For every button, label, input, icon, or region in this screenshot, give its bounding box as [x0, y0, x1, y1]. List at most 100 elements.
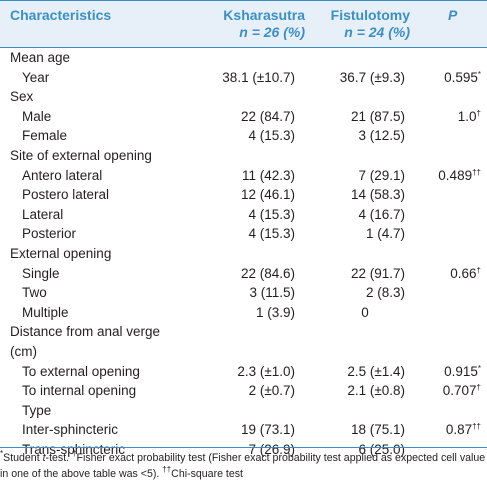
fistulotomy-value: 4 (16.7) — [358, 206, 405, 222]
header-p: P — [448, 7, 458, 23]
table-row: Year 38.1 (±10.7) 36.7 (±9.3) 0.595* — [0, 68, 487, 88]
ksharasutra-value: 38.1 (±10.7) — [222, 69, 295, 85]
row-label: Posterior — [22, 226, 77, 242]
row-label: To external opening — [22, 363, 140, 379]
p-value-number: 0.66 — [450, 265, 477, 281]
table-row: Multiple 1 (3.9) 0 — [0, 303, 487, 323]
p-value-number: 0.87 — [445, 422, 473, 438]
p-value: 0.489†† — [413, 166, 481, 186]
fistulotomy-value: 3 (12.5) — [358, 128, 405, 144]
table-row: Postero lateral 12 (46.1) 14 (58.3) — [0, 185, 487, 205]
row-label: Antero lateral — [22, 167, 103, 183]
table-row: Single 22 (84.6) 22 (91.7) 0.66† — [0, 264, 487, 284]
row-label: Single — [22, 265, 60, 281]
fistulotomy-value: 1 (4.7) — [365, 226, 405, 242]
row-label: (cm) — [10, 343, 37, 359]
p-value: 0.66† — [413, 264, 481, 284]
table-row: (cm) — [0, 342, 487, 362]
ksharasutra-value: 3 (11.5) — [249, 285, 295, 301]
table-row: Site of external opening — [0, 146, 487, 166]
header-ksharasutra-title: Ksharasutra — [223, 7, 305, 23]
p-value-number: 0.915 — [444, 363, 478, 379]
fistulotomy-value: 6 (25.0) — [358, 441, 405, 457]
row-label: Two — [22, 285, 47, 301]
p-value: 1.0† — [413, 107, 481, 127]
header-fistulotomy-title: Fistulotomy — [330, 7, 410, 23]
row-label: Trans-sphincteric — [22, 441, 126, 457]
header-ksharasutra-n: n = 26 (%) — [239, 24, 305, 40]
fistulotomy-value: 22 (91.7) — [350, 265, 405, 281]
row-label: Mean age — [10, 50, 71, 65]
table-row: Posterior 4 (15.3) 1 (4.7) — [0, 224, 487, 244]
p-value: 0.707† — [413, 381, 481, 401]
ksharasutra-value: 2.3 (±1.0) — [237, 363, 295, 379]
fistulotomy-value: 7 (29.1) — [358, 167, 405, 183]
fistulotomy-value: 21 (87.5) — [350, 108, 405, 124]
ksharasutra-value: 11 (42.3) — [241, 167, 295, 183]
row-label: External opening — [10, 245, 112, 261]
row-label: To internal opening — [22, 383, 137, 399]
p-value-number: 0.595 — [444, 69, 478, 85]
row-label: Postero lateral — [22, 187, 110, 203]
p-value-marker: †† — [472, 167, 481, 177]
p-value-marker: † — [476, 108, 481, 118]
table-row: Antero lateral 11 (42.3) 7 (29.1) 0.489†† — [0, 166, 487, 186]
footnote: *Student t-test. †Fisher exact probabili… — [0, 449, 486, 481]
fistulotomy-value: 18 (75.1) — [350, 422, 405, 438]
p-value: 0.87†† — [413, 420, 481, 440]
row-label: Type — [22, 402, 52, 418]
ksharasutra-value: 12 (46.1) — [240, 187, 295, 203]
table-row: Distance from anal verge — [0, 322, 487, 342]
ksharasutra-value: 4 (15.3) — [248, 226, 295, 242]
p-value-number: 1.0 — [457, 108, 477, 124]
p-value-number: 0.489 — [438, 167, 473, 183]
table-row: External opening — [0, 244, 487, 264]
row-label: Lateral — [22, 206, 64, 222]
ksharasutra-value: 19 (73.1) — [240, 422, 295, 438]
table-row: Type — [0, 401, 487, 421]
p-value-number: 0.707 — [442, 383, 477, 399]
table-header: Characteristics Ksharasutra n = 26 (%) F… — [0, 0, 487, 48]
ksharasutra-value: 22 (84.6) — [240, 265, 295, 281]
row-label: Multiple — [22, 304, 69, 320]
table-bottom-rule — [0, 447, 487, 448]
ksharasutra-value: 7 (26.9) — [248, 441, 295, 457]
table-row: Male 22 (84.7) 21 (87.5) 1.0† — [0, 107, 487, 127]
row-label: Site of external opening — [10, 147, 152, 163]
p-value-marker: †† — [472, 422, 481, 432]
p-value-marker: * — [477, 69, 481, 79]
header-characteristics: Characteristics — [10, 7, 112, 23]
table-row: Mean age — [0, 48, 487, 68]
header-fistulotomy: Fistulotomy n = 24 (%) — [310, 7, 410, 41]
p-value-marker: * — [477, 363, 481, 373]
p-value: 0.915* — [413, 362, 481, 382]
fistulotomy-value: 2.5 (±1.4) — [347, 363, 405, 379]
row-label: Sex — [10, 89, 34, 105]
header-ksharasutra: Ksharasutra n = 26 (%) — [205, 7, 305, 41]
row-label: Distance from anal verge — [10, 324, 161, 340]
table-row: Two 3 (11.5) 2 (8.3) — [0, 283, 487, 303]
ksharasutra-value: 22 (84.7) — [240, 108, 295, 124]
table-row: To internal opening 2 (±0.7) 2.1 (±0.8) 0.7… — [0, 381, 487, 401]
row-label: Year — [22, 69, 50, 85]
row-label: Inter-sphincteric — [22, 422, 119, 438]
fistulotomy-value: 36.7 (±9.3) — [339, 69, 405, 85]
table-row: Female 4 (15.3) 3 (12.5) — [0, 126, 487, 146]
ksharasutra-value: 1 (3.9) — [255, 304, 295, 320]
ksharasutra-value: 4 (15.3) — [248, 206, 295, 222]
table-row: Trans-sphincteric 7 (26.9) 6 (25.0) — [0, 440, 487, 460]
table-row: Sex — [0, 87, 487, 107]
ksharasutra-value: 2 (±0.7) — [248, 383, 295, 399]
table-row: Inter-sphincteric 19 (73.1) 18 (75.1) 0.87†… — [0, 420, 487, 440]
header-fistulotomy-n: n = 24 (%) — [344, 24, 410, 40]
fistulotomy-value: 2.1 (±0.8) — [347, 383, 405, 399]
row-label: Male — [22, 108, 52, 124]
p-value: 0.595* — [413, 68, 481, 88]
table-row: Lateral 4 (15.3) 4 (16.7) — [0, 205, 487, 225]
p-value-marker: † — [476, 265, 481, 275]
fistulotomy-value: 0 — [361, 304, 369, 320]
fistulotomy-value: 14 (58.3) — [350, 187, 405, 203]
row-label: Female — [22, 128, 68, 144]
table-body: Mean age Year 38.1 (±10.7) 36.7 (±9.3) 0.595… — [0, 48, 487, 459]
